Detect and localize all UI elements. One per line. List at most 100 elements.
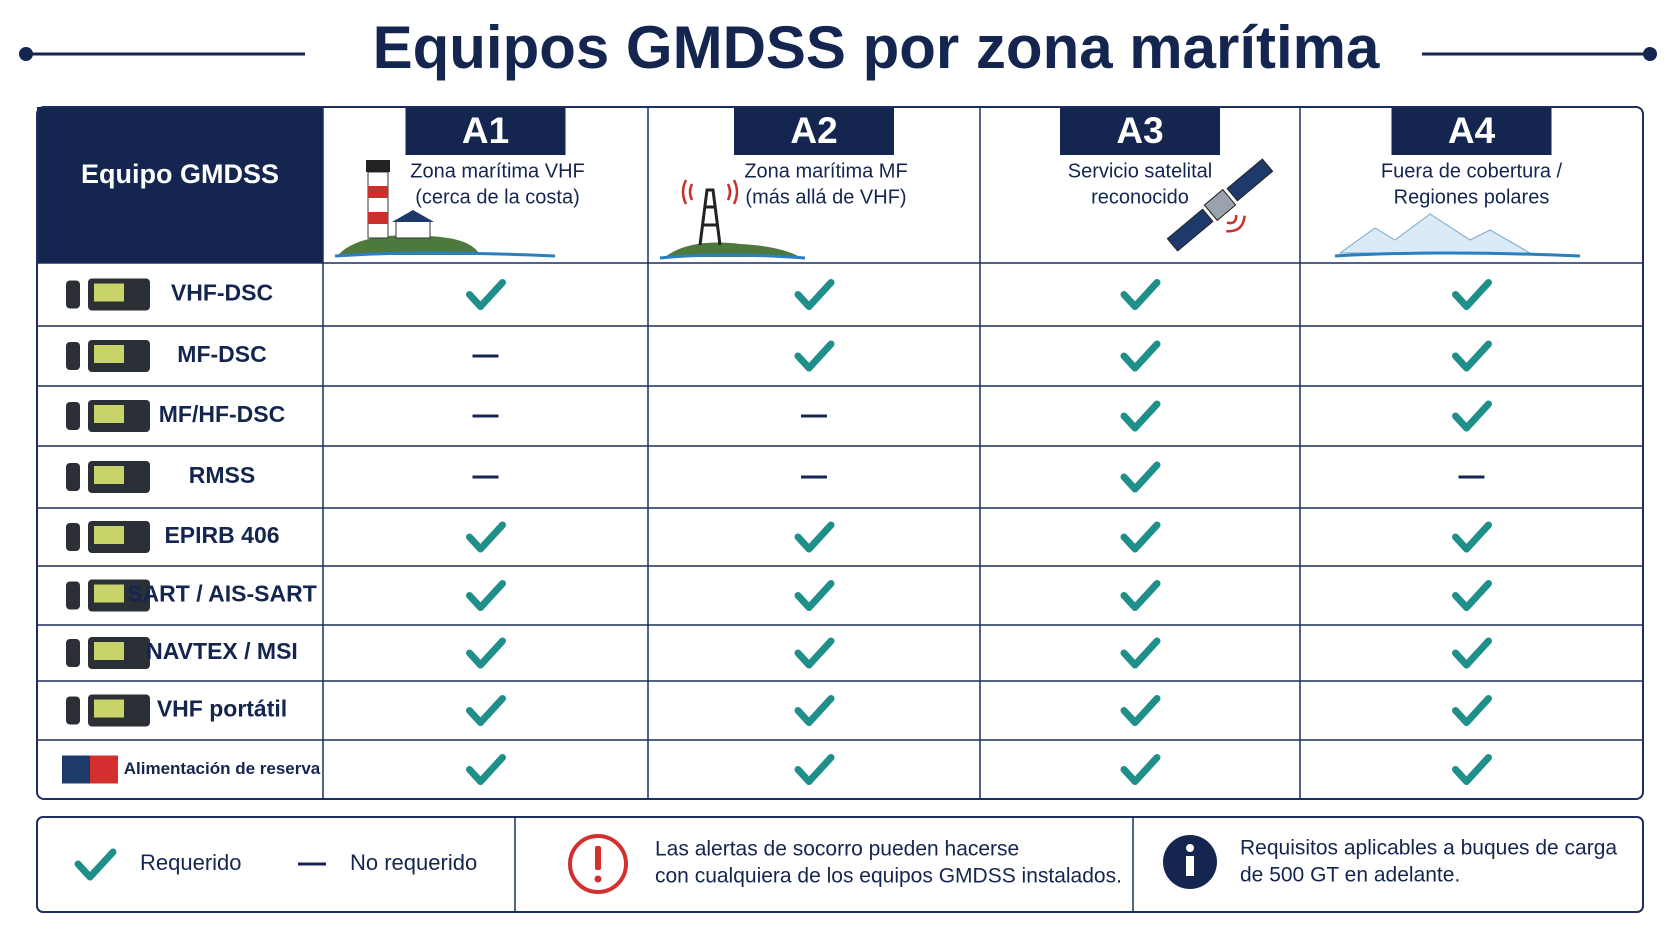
zone-description: Servicio satelital <box>1068 160 1213 182</box>
equipment-icon <box>62 755 118 784</box>
icon-part <box>66 342 80 370</box>
zone-description: Zona marítima MF <box>744 160 907 182</box>
note-line: Requisitos aplicables a buques de carga <box>1240 837 1617 860</box>
alert-icon <box>568 834 628 894</box>
legend-label: Requerido <box>140 850 242 875</box>
check-mark <box>1452 400 1492 432</box>
zone-code: A1 <box>462 110 509 151</box>
equipment-icon <box>66 340 150 372</box>
equipment-name: VHF-DSC <box>171 280 273 306</box>
check-mark <box>794 695 835 726</box>
equipment-icon <box>66 278 150 311</box>
zone-code: A4 <box>1448 110 1496 151</box>
table-frame <box>36 106 1644 800</box>
icon-part <box>90 755 118 784</box>
zone-description: Zona marítima VHF <box>410 160 584 182</box>
equipment-name: NAVTEX / MSI <box>146 638 298 664</box>
icon-part <box>66 696 80 725</box>
check-mark <box>1120 279 1161 310</box>
zone-description: reconocido <box>1091 186 1189 208</box>
icon-part <box>66 523 80 551</box>
check-mark <box>1120 521 1161 553</box>
check-mark <box>1120 400 1161 432</box>
equipment-name: MF-DSC <box>177 341 266 367</box>
legend-label: No requerido <box>350 850 477 875</box>
legend-box <box>36 816 1644 913</box>
equipment-name: VHF portátil <box>157 696 287 722</box>
header-label: Equipo GMDSS <box>81 159 279 189</box>
icon-part <box>94 699 124 718</box>
check-mark <box>466 754 506 785</box>
check-mark <box>794 580 835 611</box>
zone-description: (más allá de VHF) <box>745 186 906 208</box>
equipment-name: Alimentación de reserva <box>124 759 321 778</box>
zone-description: Regiones polares <box>1394 186 1550 208</box>
check-mark <box>1452 695 1492 726</box>
zone-badge <box>1060 107 1220 155</box>
check-mark <box>1120 580 1161 611</box>
icon-part <box>66 639 80 667</box>
icon-part <box>94 584 124 603</box>
check-mark <box>794 279 835 310</box>
title: Equipos GMDSS por zona marítima <box>373 14 1380 81</box>
zone-badge <box>734 107 894 155</box>
check-mark <box>1120 340 1161 372</box>
iceberg-illustration <box>1334 213 1581 258</box>
check-mark <box>466 279 506 310</box>
equipment-icon <box>66 694 150 727</box>
equipment-name: SART / AIS-SART <box>127 581 317 607</box>
note-line: Las alertas de socorro pueden hacerse <box>655 838 1019 861</box>
check-mark <box>1452 580 1492 611</box>
icon-part <box>94 466 124 484</box>
zone-code: A2 <box>790 110 837 151</box>
equipment-icon <box>66 400 150 432</box>
check-mark <box>466 637 506 669</box>
check-mark <box>794 340 835 372</box>
equipment-icon <box>66 579 150 612</box>
satellite-illustration <box>1166 158 1274 252</box>
equipment-icon <box>66 521 150 553</box>
check-mark <box>1452 521 1492 553</box>
check-mark <box>466 580 506 611</box>
equipment-name: RMSS <box>189 462 255 488</box>
info-icon <box>1163 835 1217 889</box>
note-line: de 500 GT en adelante. <box>1240 864 1460 887</box>
check-mark <box>466 521 506 553</box>
check-mark <box>1452 279 1492 310</box>
equipment-icon <box>66 461 150 493</box>
icon-part <box>66 402 80 430</box>
equipment-icon <box>66 637 150 669</box>
title-dot <box>19 47 33 61</box>
check-mark <box>466 695 506 726</box>
icon-part <box>94 405 124 423</box>
check-mark <box>1120 637 1161 669</box>
icon-part <box>66 463 80 491</box>
icon-part <box>94 642 124 660</box>
legend-check <box>74 848 117 881</box>
lighthouse-illustration <box>334 160 556 258</box>
icon-part <box>94 283 124 302</box>
check-mark <box>794 521 835 553</box>
zone-code: A3 <box>1116 110 1163 151</box>
check-mark <box>794 637 835 669</box>
zone-badge <box>1391 107 1552 155</box>
icon-part <box>94 345 124 363</box>
zone-badge <box>405 107 566 155</box>
note-line: con cualquiera de los equipos GMDSS inst… <box>655 865 1122 888</box>
zone-description: (cerca de la costa) <box>415 186 580 208</box>
icon-part <box>66 581 80 610</box>
check-mark <box>1120 754 1161 785</box>
check-mark <box>1120 695 1161 726</box>
equipment-name: EPIRB 406 <box>164 522 279 548</box>
icon-part <box>94 526 124 544</box>
equipment-name: MF/HF-DSC <box>159 401 285 427</box>
tower-illustration <box>659 179 806 260</box>
title-dot <box>1643 47 1657 61</box>
check-mark <box>1120 461 1161 493</box>
check-mark <box>1452 637 1492 669</box>
check-mark <box>1452 754 1492 785</box>
zone-description: Fuera de cobertura / <box>1381 160 1563 182</box>
icon-part <box>66 280 80 309</box>
header-cell <box>37 107 323 263</box>
